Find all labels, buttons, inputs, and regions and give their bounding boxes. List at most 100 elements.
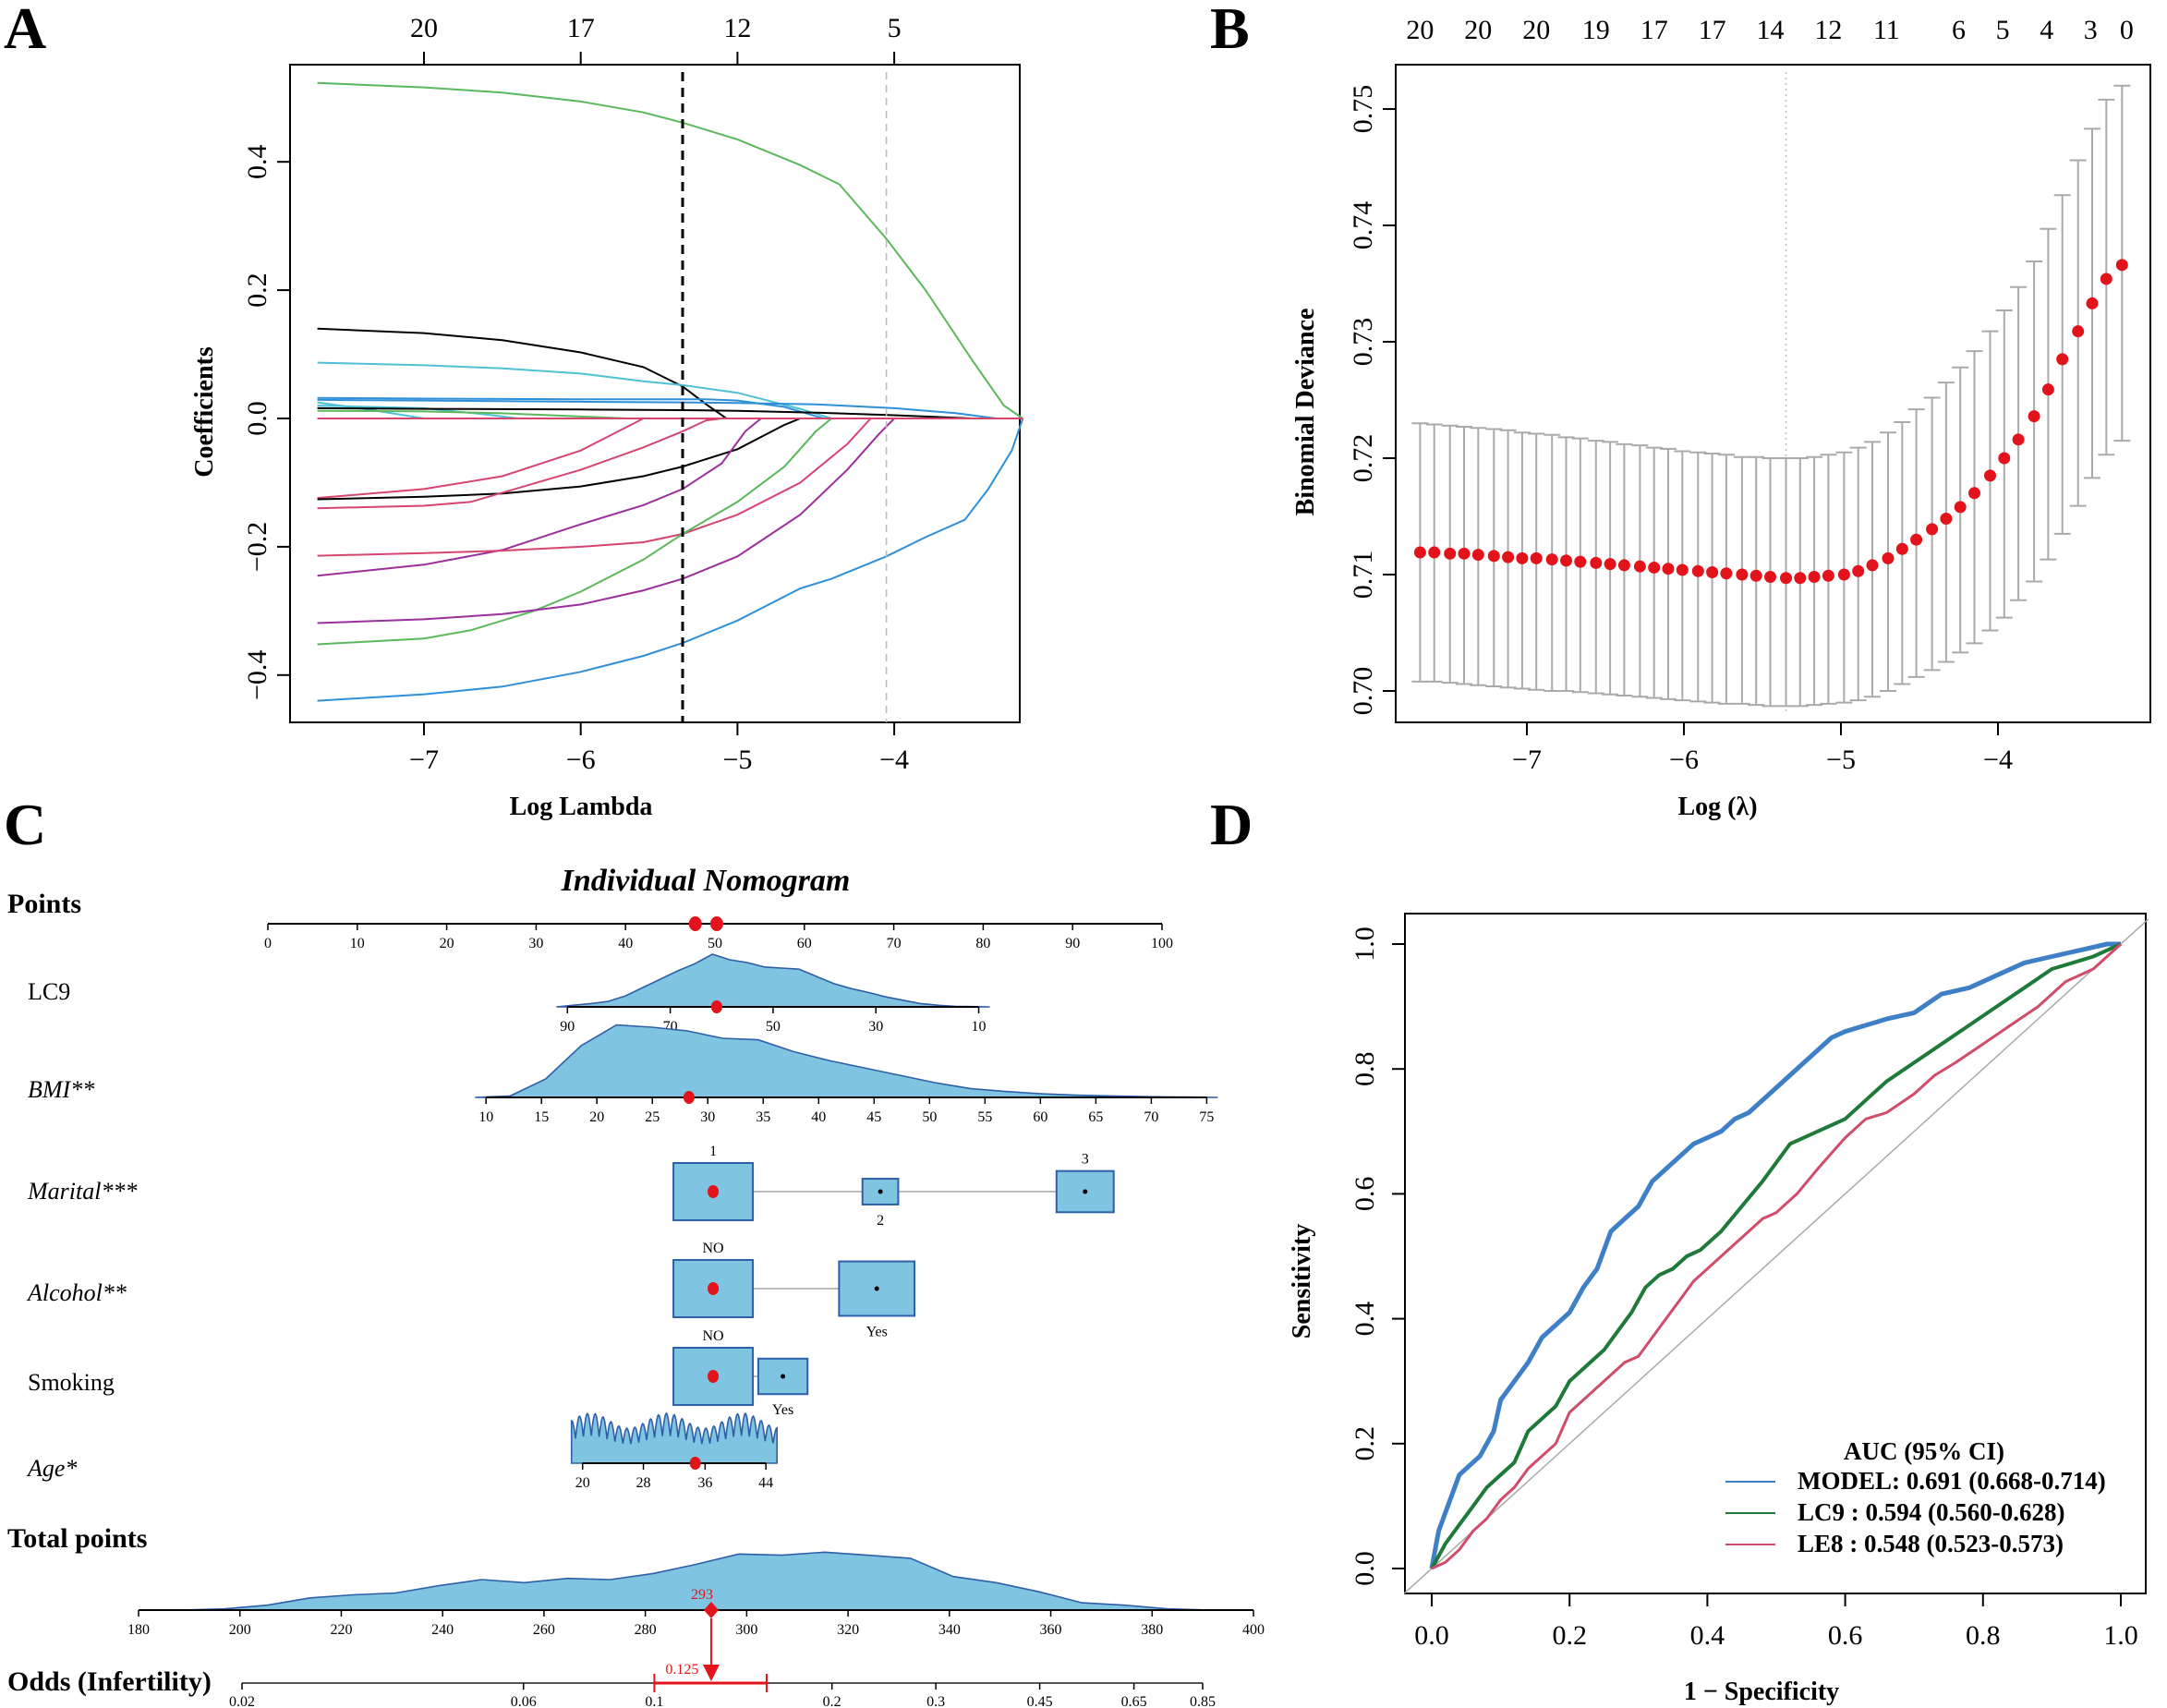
deviance-point	[1487, 550, 1500, 563]
x-axis-title: Log (λ)	[1677, 793, 1757, 821]
deviance-point	[2072, 325, 2085, 338]
top-tick-label: 12	[1814, 15, 1842, 45]
panel-c-nomogram: Individual Nomogram Points 0 10 20 30 40 50 60 70…	[7, 864, 1265, 1708]
variable-tick-label: 40	[811, 1109, 826, 1125]
variable-tick-label: 75	[1199, 1109, 1214, 1125]
top-tick-label: 6	[1952, 15, 1966, 45]
deviance-point	[2056, 353, 2069, 366]
odds-tick-label: 0.06	[511, 1694, 537, 1708]
nomogram-title: Individual Nomogram	[561, 864, 851, 898]
coef-path-coef-green-3	[317, 418, 832, 646]
deviance-point	[1926, 523, 1939, 536]
deviance-point	[1866, 559, 1879, 572]
total-points-tick-label: 200	[229, 1622, 251, 1638]
y-tick-label: 0.2	[242, 273, 272, 308]
coef-path-coef-blue-1	[317, 396, 824, 419]
deviance-point	[1617, 559, 1630, 572]
deviance-point	[1749, 569, 1762, 582]
top-tick-label: 19	[1582, 15, 1610, 45]
x-tick-label: 0.0	[1414, 1620, 1449, 1651]
variable-tick-label: 70	[1144, 1109, 1158, 1125]
deviance-point	[1560, 554, 1572, 567]
x-tick-label: −6	[1669, 745, 1699, 775]
y-tick-label: 0.70	[1348, 667, 1378, 716]
total-points-tick-label: 260	[533, 1622, 555, 1638]
deviance-point	[1808, 571, 1821, 584]
x-tick-label: 0.8	[1966, 1620, 2001, 1651]
top-tick-label: 20	[1522, 15, 1550, 45]
y-tick-label: 0.75	[1348, 85, 1378, 134]
variable-tick-label: 44	[758, 1475, 773, 1491]
deviance-point	[1940, 513, 1953, 526]
coef-path-coef-green-2	[317, 409, 628, 419]
points-marker	[709, 916, 723, 931]
deviance-point	[1910, 533, 1923, 546]
category-center-dot	[874, 1286, 879, 1291]
top-tick-label: 4	[2040, 15, 2053, 45]
points-tick-label: 90	[1065, 936, 1080, 951]
deviance-point	[1413, 546, 1426, 559]
total-points-tick-label: 320	[837, 1622, 859, 1638]
total-points-tick-label: 300	[735, 1622, 757, 1638]
variable-label-lc9: LC9	[28, 978, 70, 1005]
deviance-point	[1428, 546, 1441, 559]
coef-path-coef-red-3	[317, 418, 872, 557]
variable-label-smoking: Smoking	[28, 1369, 115, 1396]
deviance-point	[1882, 551, 1895, 564]
y-axis-title: Coefficients	[190, 346, 219, 478]
total-points-marker	[703, 1602, 719, 1618]
odds-tick-label: 0.45	[1027, 1694, 1053, 1708]
deviance-point	[1895, 542, 1908, 555]
variable-tick-label: 25	[645, 1109, 660, 1125]
deviance-point	[1706, 565, 1719, 578]
variable-tick-label: 50	[766, 1019, 781, 1035]
variable-tick-label: 65	[1088, 1109, 1103, 1125]
deviance-point	[1633, 560, 1646, 573]
category-center-dot	[878, 1189, 883, 1194]
y-tick-label: 0.72	[1348, 434, 1378, 483]
density-bmi	[475, 1024, 1218, 1098]
odds-label: Odds (Infertility)	[7, 1666, 212, 1697]
top-tick-label: 20	[410, 13, 438, 43]
selected-value-marker	[710, 1000, 722, 1013]
category-label: NO	[703, 1328, 724, 1344]
top-tick-label: 0	[2120, 15, 2134, 45]
legend-entry-model: MODEL: 0.691 (0.668-0.714)	[1798, 1467, 2106, 1495]
total-points-value: 293	[691, 1587, 713, 1603]
variable-tick-label: 55	[977, 1109, 992, 1125]
odds-tick-label: 0.02	[229, 1694, 255, 1708]
variable-tick-label: 60	[1033, 1109, 1047, 1125]
odds-tick-label: 0.3	[926, 1694, 945, 1708]
x-tick-label: −4	[1983, 745, 2013, 775]
total-points-tick-label: 280	[635, 1622, 657, 1638]
deviance-point	[1444, 547, 1457, 560]
odds-tick-label: 0.2	[823, 1694, 841, 1708]
y-tick-label: 0.4	[1350, 1302, 1380, 1337]
deviance-point	[1822, 569, 1834, 582]
total-points-tick-label: 340	[938, 1622, 961, 1638]
legend-entry-le8: LE8 : 0.548 (0.523-0.573)	[1798, 1530, 2064, 1557]
y-tick-label: −0.4	[242, 650, 272, 700]
selected-level-marker	[708, 1282, 720, 1295]
roc-curve-le8	[1431, 942, 2123, 1570]
total-points-tick-label: 240	[431, 1622, 454, 1638]
odds-estimate-label: 0.125	[665, 1662, 698, 1678]
coef-path-coef-purple-2	[317, 418, 895, 624]
points-tick-label: 20	[440, 936, 454, 951]
deviance-point	[2115, 259, 2128, 272]
deviance-point	[1676, 563, 1689, 576]
deviance-point	[1530, 551, 1543, 564]
points-tick-label: 0	[264, 936, 272, 951]
total-points-label: Total points	[7, 1523, 147, 1554]
top-tick-label: 20	[1406, 15, 1434, 45]
density-age	[570, 1411, 779, 1464]
x-tick-label: 0.2	[1552, 1620, 1587, 1651]
category-label: Yes	[772, 1402, 793, 1418]
x-tick-label: −5	[722, 745, 752, 775]
plot-frame	[289, 64, 1021, 723]
deviance-point	[1458, 547, 1471, 560]
odds-tick-label: 0.85	[1190, 1694, 1216, 1708]
variable-tick-label: 20	[589, 1109, 604, 1125]
y-tick-label: −0.2	[242, 522, 272, 572]
